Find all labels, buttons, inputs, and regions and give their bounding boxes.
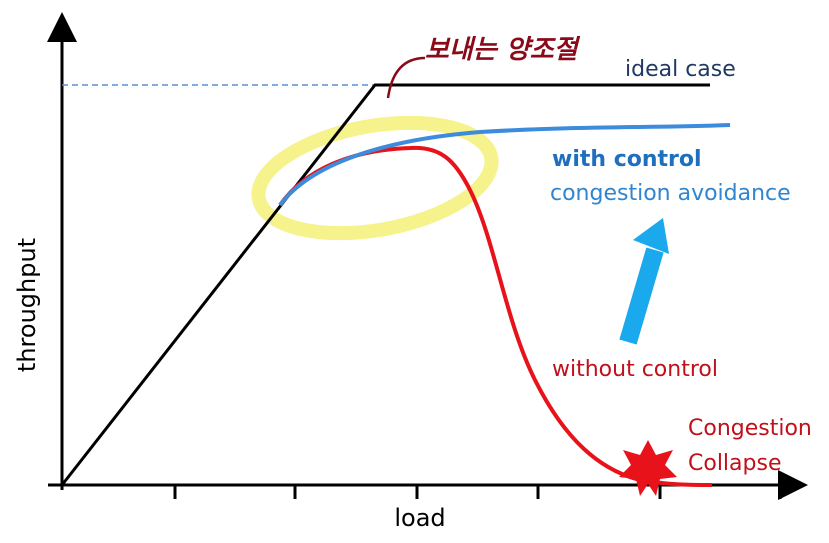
- annotation: 보내는 양조절: [425, 35, 581, 65]
- without-control-label: without control: [552, 357, 718, 382]
- collapse-star: [619, 440, 677, 496]
- y-axis-label: throughput: [13, 238, 41, 372]
- x-axis-label: load: [394, 504, 445, 532]
- improvement-arrow: [619, 247, 664, 345]
- ideal-line: [60, 83, 710, 486]
- collapse-label: Collapse: [688, 451, 782, 476]
- with-control-curve: [278, 123, 731, 207]
- ideal-label: ideal case: [625, 57, 736, 82]
- with-control-label: with control: [552, 147, 702, 172]
- avoidance-label: congestion avoidance: [550, 181, 791, 206]
- annotation-pointer: [386, 56, 426, 99]
- highlight: [251, 115, 499, 241]
- collapse-label: Congestion: [688, 416, 812, 441]
- arrow-head: [633, 218, 669, 254]
- ticks: [173, 485, 782, 499]
